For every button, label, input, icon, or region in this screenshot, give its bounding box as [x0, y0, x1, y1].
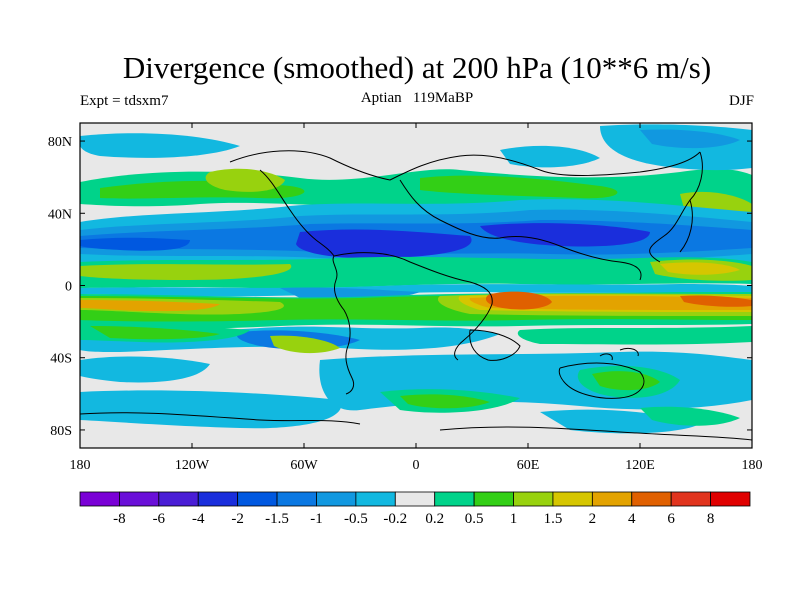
contour-field — [420, 175, 618, 199]
coastlines — [80, 150, 752, 441]
colorbar-swatch — [513, 491, 554, 507]
colorbar-label: -1.5 — [265, 511, 289, 527]
colorbar-label: -0.5 — [344, 511, 368, 527]
colorbar-label: 4 — [628, 511, 636, 527]
y-tick-label: 80S — [50, 424, 72, 439]
colorbar-swatch — [237, 491, 278, 507]
contour-field — [80, 264, 292, 280]
coastline — [229, 150, 703, 263]
contour-field — [80, 356, 210, 383]
colorbar-label: 8 — [707, 511, 715, 527]
colorbar-label: -6 — [153, 511, 166, 527]
x-tick-label: 180 — [742, 458, 763, 473]
x-tick-label: 120E — [625, 458, 655, 473]
colorbar-swatch — [276, 491, 317, 507]
colorbar-swatch — [355, 491, 396, 507]
coastline — [259, 169, 355, 395]
colorbar-swatch — [710, 491, 751, 507]
coastline — [399, 179, 642, 281]
colorbar-swatch — [552, 491, 593, 507]
x-tick-label: 60W — [290, 458, 318, 473]
colorbar: -8 -6 -4 -2 -1.5 -1 -0.5 -0.2 0.2 0.5 1 1.5 2 4 6 8 — [79, 491, 751, 527]
contour-field — [480, 223, 650, 247]
x-axis: 180 120W 60W 0 60E 120E 180 — [70, 123, 763, 473]
colorbar-label: -4 — [192, 511, 205, 527]
colorbar-label: -0.2 — [383, 511, 407, 527]
contour-field — [485, 291, 552, 310]
colorbar-label: 1.5 — [544, 511, 563, 527]
colorbar-label: -1 — [310, 511, 323, 527]
experiment-label: Expt = tdsxm7 — [80, 93, 169, 109]
colorbar-label: -8 — [113, 511, 126, 527]
x-tick-label: 0 — [413, 458, 420, 473]
contour-field — [270, 335, 340, 354]
coastline — [333, 252, 493, 361]
period-subtitle: Aptian 119MaBP — [360, 90, 474, 106]
colorbar-swatch — [79, 491, 120, 507]
colorbar-swatch — [119, 491, 160, 507]
season-label: DJF — [728, 93, 754, 109]
contour-field — [400, 394, 490, 409]
contour-field — [319, 351, 752, 411]
coastline — [80, 412, 752, 441]
contour-field — [80, 237, 190, 251]
contour-field — [80, 133, 240, 158]
contour-field — [80, 390, 342, 429]
colorbar-label: 1 — [510, 511, 518, 527]
y-tick-label: 40N — [48, 207, 72, 222]
x-tick-label: 120W — [175, 458, 210, 473]
contour-field — [80, 284, 752, 297]
x-tick-label: 60E — [517, 458, 540, 473]
colorbar-swatch — [158, 491, 199, 507]
contour-field — [640, 129, 740, 149]
colorbar-swatch — [473, 491, 514, 507]
x-tick-label: 180 — [70, 458, 91, 473]
coastline — [599, 347, 639, 361]
y-tick-label: 40S — [50, 352, 72, 367]
colorbar-swatch — [591, 491, 633, 507]
contour-field — [500, 145, 600, 168]
colorbar-label: 2 — [589, 511, 597, 527]
colorbar-swatch — [670, 491, 711, 507]
contour-field — [517, 326, 752, 345]
coastline — [469, 329, 521, 361]
colorbar-label: 0.2 — [425, 511, 444, 527]
contour-field — [680, 295, 752, 307]
y-axis: 80N 40N 0 40S 80S — [48, 135, 752, 439]
contour-field — [90, 326, 220, 340]
coastline — [558, 362, 645, 399]
contour-field — [640, 406, 740, 426]
colorbar-label: 6 — [667, 511, 675, 527]
contour-field — [80, 300, 220, 312]
colorbar-swatch — [434, 491, 475, 507]
colorbar-label: -2 — [231, 511, 244, 527]
contour-field — [296, 229, 472, 259]
colorbar-swatch — [197, 491, 239, 507]
colorbar-swatch — [394, 491, 436, 507]
chart-title: Divergence (smoothed) at 200 hPa (10**6 … — [122, 50, 712, 85]
colorbar-swatch — [316, 491, 357, 507]
contour-field — [660, 262, 740, 275]
colorbar-swatch — [631, 491, 672, 507]
y-tick-label: 80N — [48, 135, 72, 150]
y-tick-label: 0 — [65, 280, 72, 295]
colorbar-label: 0.5 — [465, 511, 484, 527]
filled-contours — [80, 124, 752, 434]
